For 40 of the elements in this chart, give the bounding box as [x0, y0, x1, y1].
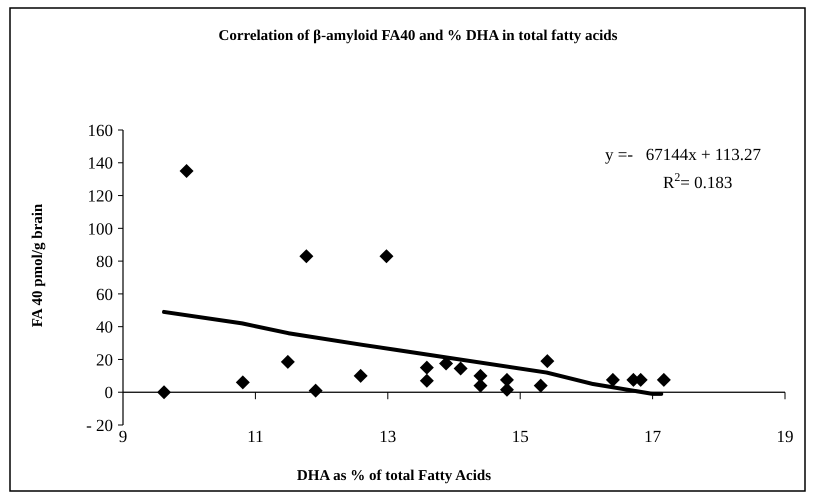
- point: [379, 249, 394, 264]
- y-tick-label: 60: [96, 284, 113, 304]
- y-tick-label: 120: [88, 186, 113, 206]
- point: [420, 360, 434, 375]
- point: [500, 382, 514, 397]
- point: [606, 372, 620, 387]
- x-tick-label: 13: [379, 427, 396, 446]
- x-tick-label: 15: [512, 427, 529, 446]
- point: [473, 378, 488, 393]
- y-axis-title: FA 40 pmol/g brain: [30, 203, 46, 328]
- point: [473, 368, 488, 383]
- point: [236, 375, 250, 390]
- point: [180, 164, 194, 178]
- y-tick-label: - 20: [86, 416, 113, 435]
- y-tick-label: 80: [96, 252, 113, 272]
- y-tick-label: 0: [104, 383, 113, 402]
- y-tick-label: 40: [96, 318, 113, 337]
- chart-title: Correlation of β-amyloid FA40 and % DHA in total fatty acids: [218, 28, 618, 44]
- y-tick-label: 140: [88, 154, 113, 173]
- annotation: R$^{2}$= 0.183: [663, 170, 732, 192]
- point: [500, 372, 514, 387]
- point: [157, 385, 172, 400]
- x-tick-label: 11: [247, 427, 264, 446]
- x-tick-label: 19: [776, 427, 794, 446]
- annotation: y =- 67144x + 113.27: [605, 145, 762, 164]
- x-tick-label: 17: [644, 427, 662, 446]
- point: [280, 354, 295, 369]
- point: [420, 374, 434, 388]
- y-tick-label: 20: [96, 350, 113, 370]
- y-tick-label: 160: [88, 120, 113, 140]
- point: [308, 384, 323, 398]
- x-axis-title: DHA as % of total Fatty Acids: [296, 468, 492, 484]
- point: [299, 249, 314, 264]
- x-tick-label: 9: [118, 427, 128, 446]
- y-tick-label: 100: [88, 219, 113, 238]
- point: [656, 372, 671, 387]
- point: [354, 368, 368, 383]
- point: [534, 378, 548, 393]
- point: [454, 361, 468, 376]
- point: [540, 354, 554, 368]
